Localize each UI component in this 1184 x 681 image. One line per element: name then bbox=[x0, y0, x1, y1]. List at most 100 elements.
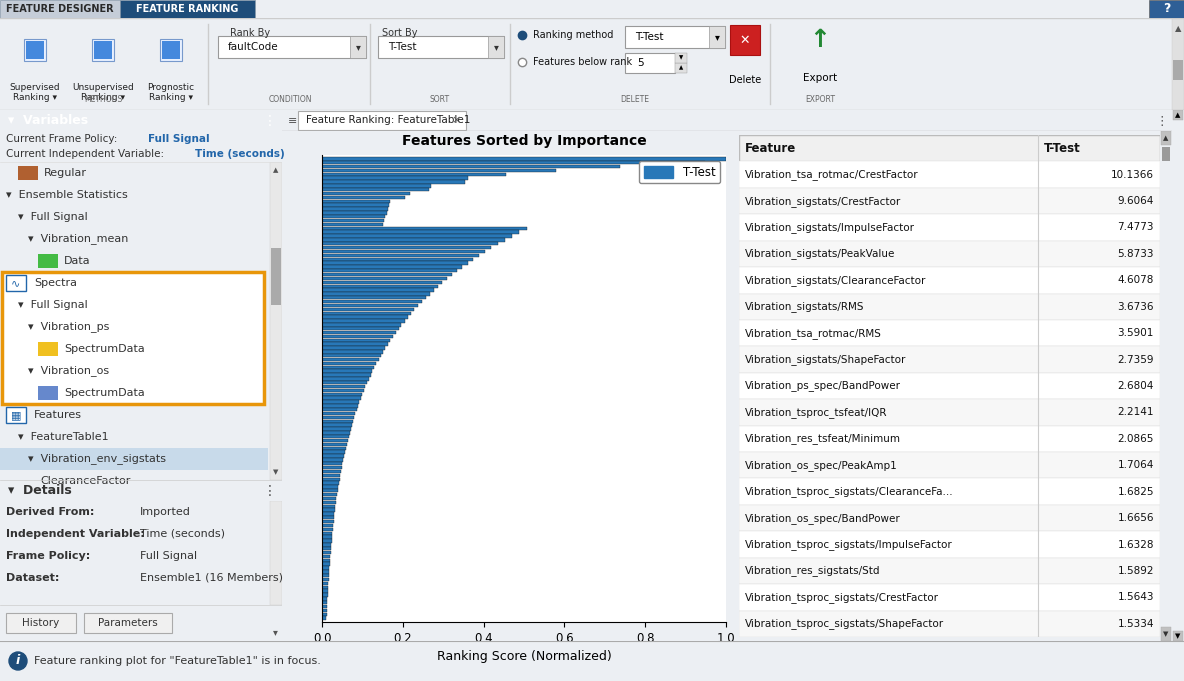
Bar bbox=[739, 531, 1160, 558]
Bar bbox=[322, 597, 328, 601]
Text: ▾  Full Signal: ▾ Full Signal bbox=[18, 300, 88, 310]
Text: 3.6736: 3.6736 bbox=[1118, 302, 1154, 312]
Text: EXPORT: EXPORT bbox=[805, 95, 835, 104]
Text: 1.6328: 1.6328 bbox=[1118, 539, 1154, 550]
Text: ⋮: ⋮ bbox=[1156, 114, 1167, 127]
Text: Independent Variable:: Independent Variable: bbox=[6, 529, 144, 539]
Bar bbox=[322, 242, 497, 245]
Bar bbox=[322, 474, 340, 477]
Bar bbox=[322, 558, 330, 562]
Text: Rank By: Rank By bbox=[230, 28, 270, 38]
Text: Current Frame Policy:: Current Frame Policy: bbox=[6, 134, 117, 144]
Bar bbox=[322, 486, 339, 488]
Bar bbox=[322, 489, 337, 492]
Bar bbox=[18, 166, 38, 180]
Text: ≡: ≡ bbox=[288, 116, 297, 126]
Text: ▾: ▾ bbox=[494, 42, 498, 52]
Text: 4.6078: 4.6078 bbox=[1118, 275, 1154, 285]
Text: 3.5901: 3.5901 bbox=[1118, 328, 1154, 338]
Text: ▲: ▲ bbox=[1176, 112, 1180, 118]
Bar bbox=[322, 605, 327, 608]
Bar bbox=[675, 53, 687, 63]
Bar bbox=[322, 234, 511, 238]
Bar bbox=[322, 385, 366, 388]
Text: 1.6825: 1.6825 bbox=[1118, 487, 1154, 496]
Bar bbox=[26, 41, 44, 59]
Bar bbox=[322, 609, 327, 612]
Text: 1.6656: 1.6656 bbox=[1118, 513, 1154, 523]
Text: ▼: ▼ bbox=[1164, 631, 1169, 637]
Bar bbox=[322, 211, 387, 215]
Bar bbox=[322, 458, 343, 462]
Text: Regular: Regular bbox=[44, 168, 86, 178]
Bar bbox=[322, 323, 401, 326]
Text: faultCode: faultCode bbox=[229, 42, 278, 52]
Text: ⋮: ⋮ bbox=[263, 114, 277, 128]
Text: Vibration_tsproc_sigstats/ShapeFactor: Vibration_tsproc_sigstats/ShapeFactor bbox=[745, 618, 944, 629]
Bar bbox=[322, 539, 332, 543]
Bar bbox=[322, 497, 336, 500]
Text: Vibration_tsproc_sigstats/ClearanceFa...: Vibration_tsproc_sigstats/ClearanceFa... bbox=[745, 486, 953, 497]
Bar bbox=[322, 172, 506, 176]
Bar bbox=[739, 373, 1160, 399]
Text: Vibration_sigstats/ClearanceFactor: Vibration_sigstats/ClearanceFactor bbox=[745, 275, 926, 286]
Bar bbox=[322, 223, 384, 226]
Bar bbox=[739, 347, 1160, 373]
Bar bbox=[1148, 0, 1184, 18]
Text: Time (seconds): Time (seconds) bbox=[140, 529, 225, 539]
Bar bbox=[322, 427, 350, 430]
Bar bbox=[322, 230, 519, 234]
Text: ▾: ▾ bbox=[715, 32, 720, 42]
Bar bbox=[322, 524, 333, 527]
Bar bbox=[322, 285, 438, 288]
Bar bbox=[322, 389, 363, 392]
Bar bbox=[322, 528, 333, 531]
Bar bbox=[378, 36, 504, 58]
Bar bbox=[322, 354, 381, 358]
Bar bbox=[739, 452, 1160, 479]
Text: ▲: ▲ bbox=[678, 65, 683, 71]
Bar bbox=[322, 477, 340, 481]
Text: 1.5334: 1.5334 bbox=[1118, 619, 1154, 629]
Text: ▾: ▾ bbox=[272, 627, 277, 637]
Bar bbox=[739, 611, 1160, 637]
Bar bbox=[350, 36, 366, 58]
Bar bbox=[322, 396, 361, 400]
Text: 9.6064: 9.6064 bbox=[1118, 196, 1154, 206]
Text: Vibration_sigstats/CrestFactor: Vibration_sigstats/CrestFactor bbox=[745, 195, 901, 206]
Bar bbox=[271, 248, 281, 305]
Text: FEATURE RANKING: FEATURE RANKING bbox=[136, 4, 239, 14]
Text: 2.0865: 2.0865 bbox=[1118, 434, 1154, 444]
Bar bbox=[322, 176, 469, 180]
Bar bbox=[322, 590, 328, 593]
Bar bbox=[6, 613, 76, 633]
Bar bbox=[739, 294, 1160, 320]
Bar bbox=[322, 601, 327, 605]
Bar bbox=[38, 342, 58, 356]
Bar bbox=[322, 296, 425, 300]
Bar bbox=[322, 169, 556, 172]
Bar bbox=[322, 227, 527, 230]
Bar bbox=[322, 551, 330, 554]
Bar bbox=[1162, 627, 1171, 641]
Bar bbox=[1173, 110, 1183, 120]
Bar bbox=[92, 39, 114, 61]
Bar bbox=[322, 215, 385, 219]
Bar bbox=[322, 366, 374, 369]
Title: Features Sorted by Importance: Features Sorted by Importance bbox=[401, 134, 646, 148]
Bar bbox=[322, 404, 358, 407]
Bar bbox=[322, 238, 504, 242]
Bar bbox=[322, 304, 418, 307]
Bar bbox=[322, 180, 465, 184]
Bar bbox=[322, 165, 620, 168]
Text: ✕: ✕ bbox=[740, 33, 751, 46]
Bar bbox=[322, 319, 405, 323]
Text: ▲: ▲ bbox=[274, 167, 278, 173]
Text: SpectrumData: SpectrumData bbox=[64, 388, 144, 398]
Text: ▾  Vibration_mean: ▾ Vibration_mean bbox=[28, 234, 128, 244]
Text: ×: × bbox=[451, 115, 461, 125]
Bar bbox=[38, 386, 58, 400]
Bar bbox=[322, 512, 334, 516]
Bar bbox=[0, 448, 268, 470]
Bar bbox=[322, 466, 342, 469]
